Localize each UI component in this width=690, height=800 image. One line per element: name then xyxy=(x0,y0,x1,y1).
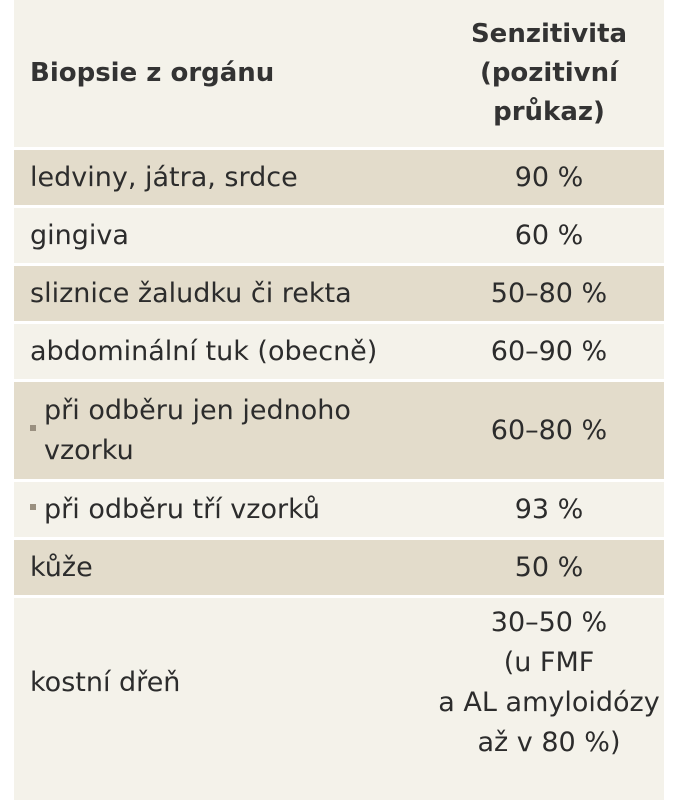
sensitivity-cell: 60 % xyxy=(514,219,584,251)
table-header-row: Biopsie z orgánu Senzitivita (pozitivní … xyxy=(14,0,664,150)
sensitivity-cell: 50 % xyxy=(514,551,584,583)
organ-cell: kostní dřeň xyxy=(30,667,181,698)
table-row: gingiva 60 % xyxy=(14,208,664,266)
table-row: sliznice žaludku či rekta 50–80 % xyxy=(14,266,664,324)
table-row: abdominální tuk (obecně) 60–90 % xyxy=(14,324,664,382)
table-row: kůže 50 % xyxy=(14,540,664,598)
sensitivity-cell: 90 % xyxy=(514,161,584,193)
table-row: při odběru jen jednoho vzorku 60–80 % xyxy=(14,382,664,482)
organ-cell: kůže xyxy=(30,551,93,583)
header-organ: Biopsie z orgánu xyxy=(30,58,275,88)
table-row: ledviny, játra, srdce 90 % xyxy=(14,150,664,208)
bullet-icon xyxy=(30,503,36,510)
organ-cell: gingiva xyxy=(30,219,129,251)
sensitivity-cell: 60–80 % xyxy=(490,414,608,446)
organ-cell-subitem: při odběru tří vzorků xyxy=(14,482,434,537)
sensitivity-cell: 93 % xyxy=(514,493,584,525)
sensitivity-table: Biopsie z orgánu Senzitivita (pozitivní … xyxy=(14,0,664,800)
sensitivity-cell: 60–90 % xyxy=(490,335,608,367)
organ-text: při odběru jen jednoho vzorku xyxy=(44,394,351,466)
table-row: při odběru tří vzorků 93 % xyxy=(14,482,664,540)
sensitivity-cell: 30–50 % (u FMF a AL amyloidózy až v 80 %… xyxy=(438,607,660,758)
header-sensitivity: Senzitivita (pozitivní průkaz) xyxy=(470,19,628,127)
organ-cell: ledviny, játra, srdce xyxy=(30,161,298,193)
organ-cell: abdominální tuk (obecně) xyxy=(30,335,378,367)
organ-text: při odběru tří vzorků xyxy=(44,493,320,525)
table-row: kostní dřeň 30–50 % (u FMF a AL amyloidó… xyxy=(14,598,664,768)
organ-cell-subitem: při odběru jen jednoho vzorku xyxy=(14,382,434,479)
organ-cell: sliznice žaludku či rekta xyxy=(30,277,352,309)
bullet-icon xyxy=(30,424,36,431)
sensitivity-cell: 50–80 % xyxy=(490,277,608,309)
